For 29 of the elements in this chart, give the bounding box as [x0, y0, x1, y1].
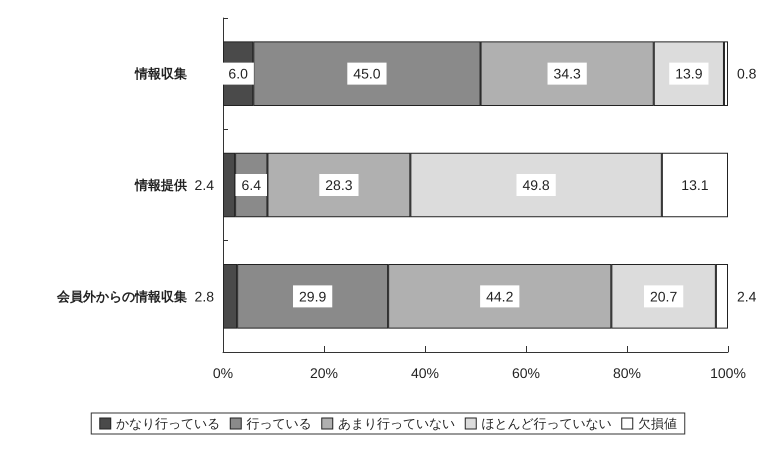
x-tick-label: 60% [512, 365, 540, 381]
y-tick-label: 会員外からの情報収集 [56, 288, 187, 304]
data-label: 13.9 [675, 66, 703, 82]
data-label: 2.4 [194, 177, 214, 193]
y-tick-label: 情報収集 [134, 66, 187, 82]
y-tick-label: 情報提供 [134, 178, 187, 192]
data-label: 20.7 [650, 288, 678, 304]
data-label: 29.9 [299, 288, 326, 304]
x-tick-label: 80% [612, 365, 642, 381]
data-label: 2.8 [194, 288, 214, 304]
data-label: 13.1 [681, 177, 709, 193]
data-label: 6.0 [228, 66, 248, 82]
data-label: 0.8 [737, 66, 757, 82]
legend-label: ほとんど行っていない [481, 416, 612, 431]
legend-label: 行っている [246, 416, 312, 431]
data-label: 28.3 [325, 177, 353, 193]
x-tick-label: 0% [212, 365, 234, 381]
data-label: 45.0 [353, 66, 381, 82]
data-label: 49.8 [522, 177, 550, 193]
data-label: 44.2 [486, 288, 514, 304]
data-label: 2.4 [737, 288, 757, 304]
data-label: 34.3 [554, 66, 581, 82]
x-tick-label: 100% [710, 365, 746, 381]
data-label: 6.4 [242, 177, 262, 193]
x-tick-label: 40% [410, 365, 440, 381]
legend-label: 欠損値 [638, 416, 677, 431]
legend-label: かなり行っている [116, 416, 220, 431]
x-tick-label: 20% [310, 365, 338, 381]
legend-label: あまり行っていない [338, 416, 455, 431]
